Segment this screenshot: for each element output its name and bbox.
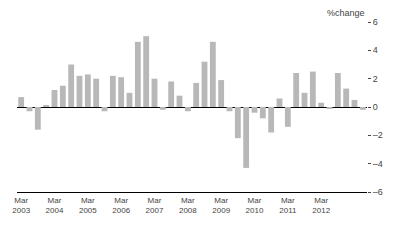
svg-text:Mar2003: Mar2003 bbox=[12, 196, 30, 215]
svg-text:Mar2012: Mar2012 bbox=[312, 196, 330, 215]
svg-text:%change: %change bbox=[327, 8, 365, 18]
svg-text:–2: –2 bbox=[373, 130, 383, 140]
svg-text:0: 0 bbox=[373, 102, 378, 112]
svg-text:Mar2004: Mar2004 bbox=[46, 196, 64, 215]
svg-text:Mar2010: Mar2010 bbox=[246, 196, 264, 215]
svg-text:Mar2006: Mar2006 bbox=[112, 196, 130, 215]
svg-text:–6: –6 bbox=[373, 187, 383, 197]
svg-text:Mar2011: Mar2011 bbox=[279, 196, 297, 215]
svg-text:4: 4 bbox=[373, 45, 378, 55]
svg-text:Mar2007: Mar2007 bbox=[146, 196, 164, 215]
svg-text:Mar2005: Mar2005 bbox=[79, 196, 97, 215]
svg-text:–4: –4 bbox=[373, 159, 383, 169]
svg-text:Mar2009: Mar2009 bbox=[212, 196, 230, 215]
svg-text:6: 6 bbox=[373, 17, 378, 27]
svg-text:2: 2 bbox=[373, 74, 378, 84]
svg-text:Mar2008: Mar2008 bbox=[179, 196, 197, 215]
